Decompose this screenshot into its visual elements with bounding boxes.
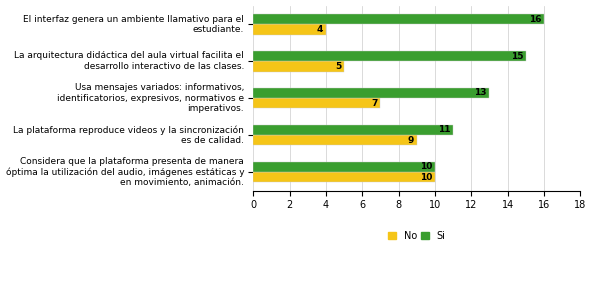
Bar (253, 162, 435, 172)
Text: 13: 13 (474, 88, 487, 97)
Text: 10: 10 (420, 162, 432, 171)
Bar (253, 172, 435, 182)
Text: 10: 10 (420, 173, 432, 181)
Text: 4: 4 (317, 25, 323, 34)
Text: 7: 7 (371, 99, 378, 108)
Bar (253, 135, 417, 145)
Legend: No, Si: No, Si (384, 227, 449, 245)
Bar (253, 125, 453, 135)
Bar (253, 88, 490, 98)
Bar (253, 14, 544, 24)
Bar (253, 98, 381, 108)
Text: 11: 11 (438, 125, 451, 134)
Text: 5: 5 (335, 62, 342, 71)
Text: 16: 16 (529, 15, 541, 24)
Bar (253, 61, 344, 72)
Bar (253, 51, 526, 61)
Bar (253, 24, 326, 35)
Text: 9: 9 (408, 136, 414, 145)
Text: 15: 15 (510, 51, 523, 60)
